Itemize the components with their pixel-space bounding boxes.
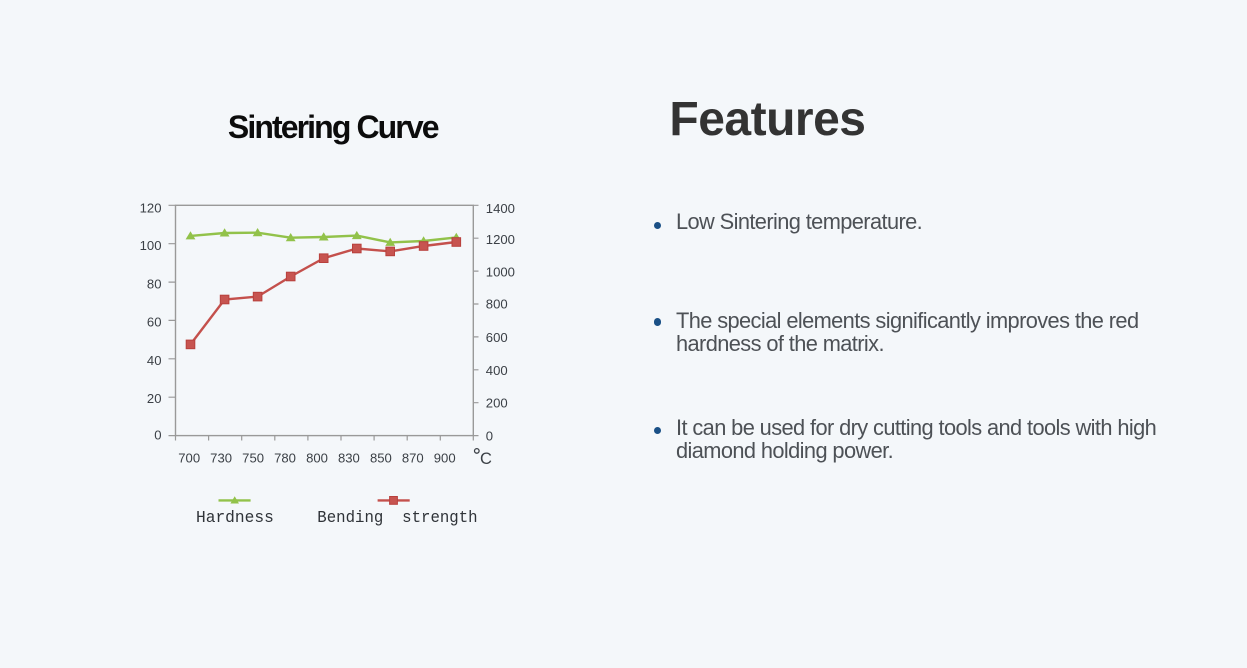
svg-text:830: 830 xyxy=(338,450,360,465)
svg-text:Bending strength: Bending strength xyxy=(317,508,477,527)
svg-text:780: 780 xyxy=(274,450,296,465)
svg-text:400: 400 xyxy=(486,363,508,378)
svg-text:1000: 1000 xyxy=(486,265,515,280)
svg-text:800: 800 xyxy=(306,450,328,465)
svg-text:850: 850 xyxy=(370,450,392,465)
svg-text:200: 200 xyxy=(486,395,508,410)
svg-text:100: 100 xyxy=(140,238,162,253)
svg-text:730: 730 xyxy=(210,450,232,465)
svg-text:700: 700 xyxy=(178,450,200,465)
svg-text:870: 870 xyxy=(402,450,424,465)
svg-text:Hardness: Hardness xyxy=(196,508,274,527)
svg-text:20: 20 xyxy=(147,391,162,406)
svg-text:900: 900 xyxy=(434,450,456,465)
svg-text:0: 0 xyxy=(486,428,493,443)
svg-text:C: C xyxy=(480,450,492,468)
svg-text:600: 600 xyxy=(486,330,508,345)
svg-text:60: 60 xyxy=(147,315,162,330)
svg-text:0: 0 xyxy=(154,427,161,442)
svg-text:750: 750 xyxy=(242,450,264,465)
svg-text:1200: 1200 xyxy=(486,232,515,247)
svg-text:120: 120 xyxy=(140,200,162,215)
svg-text:800: 800 xyxy=(486,297,508,312)
svg-text:80: 80 xyxy=(147,276,162,291)
svg-text:40: 40 xyxy=(147,353,162,368)
svg-text:1400: 1400 xyxy=(486,201,515,216)
